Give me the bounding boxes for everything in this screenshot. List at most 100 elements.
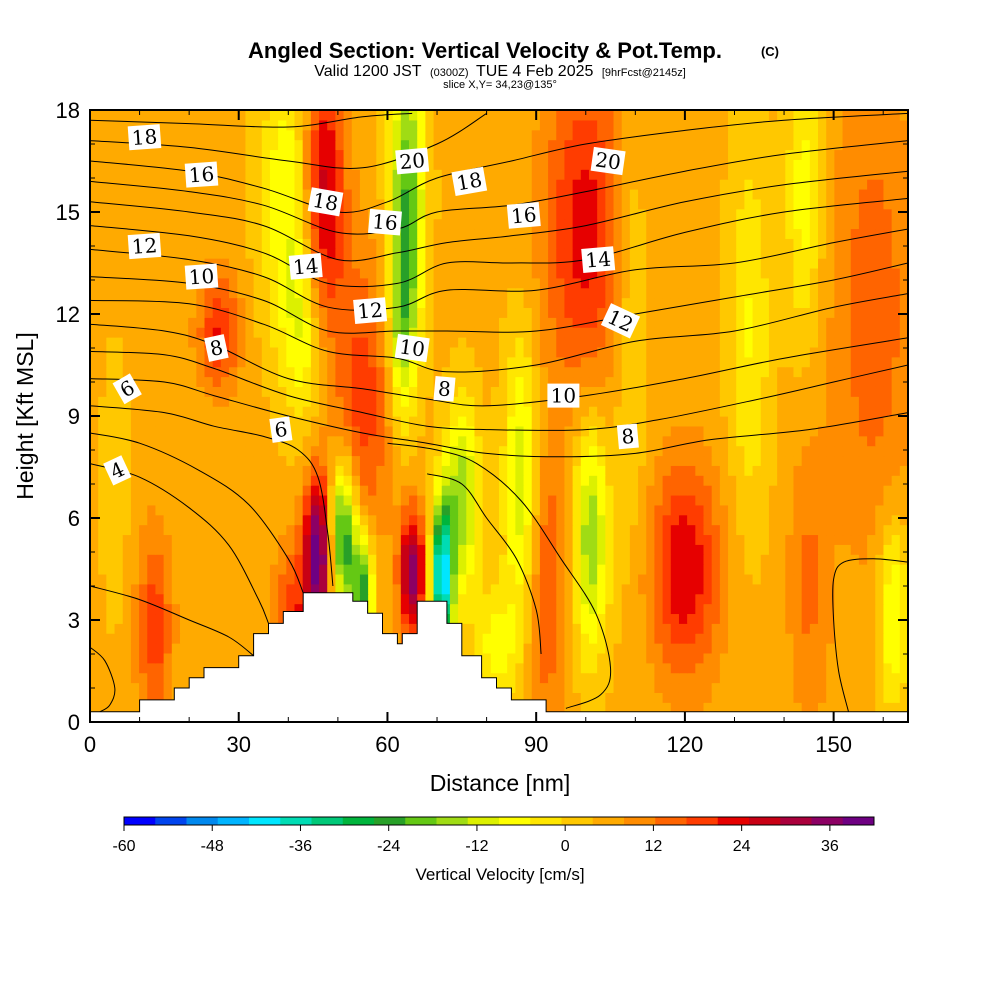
heat-cell: [98, 356, 107, 368]
heat-cell: [139, 445, 148, 457]
heat-cell: [548, 603, 557, 615]
heat-cell: [490, 366, 500, 378]
heat-cell: [687, 376, 696, 387]
heat-cell: [139, 386, 148, 397]
heat-cell: [768, 297, 778, 309]
heat-cell: [253, 603, 263, 615]
heat-cell: [818, 248, 827, 259]
heat-cell: [744, 307, 754, 318]
heat-cell: [531, 228, 541, 239]
heat-cell: [678, 396, 688, 407]
heat-cell: [572, 633, 582, 644]
heat-cell: [638, 544, 647, 555]
heat-cell: [867, 504, 876, 516]
heat-cell: [850, 623, 860, 634]
heat-cell: [564, 573, 574, 585]
heat-cell: [229, 534, 238, 545]
heat-cell: [752, 583, 762, 595]
heat-cell: [719, 554, 729, 565]
heat-cell: [891, 702, 901, 713]
heat-cell: [466, 248, 476, 259]
heat-cell: [163, 297, 173, 309]
heat-cell: [392, 524, 402, 536]
heat-cell: [777, 485, 786, 496]
heat-cell: [834, 633, 844, 644]
heat-cell: [768, 386, 778, 397]
heat-cell: [687, 337, 696, 348]
heat-cell: [875, 514, 885, 526]
heat-cell: [613, 564, 623, 575]
heat-cell: [621, 277, 631, 289]
heat-cell: [556, 238, 566, 249]
heat-cell: [736, 564, 745, 575]
heat-cell: [654, 406, 664, 417]
heat-cell: [196, 337, 206, 348]
heat-cell: [793, 643, 803, 654]
heat-cell: [171, 317, 181, 328]
heat-cell: [335, 386, 345, 397]
heat-cell: [302, 386, 312, 397]
heat-cell: [409, 277, 418, 289]
heat-cell: [580, 465, 590, 476]
heat-cell: [629, 445, 639, 457]
heat-cell: [646, 485, 656, 496]
heat-cell: [490, 465, 500, 476]
heat-cell: [229, 258, 238, 269]
heat-cell: [531, 386, 541, 397]
heat-cell: [130, 564, 140, 575]
heat-cell: [458, 475, 467, 486]
heat-cell: [474, 267, 484, 279]
heat-cell: [507, 652, 516, 664]
heat-cell: [163, 287, 173, 299]
heat-cell: [629, 465, 639, 476]
heat-cell: [482, 583, 492, 595]
heat-cell: [548, 652, 557, 664]
heat-cell: [834, 396, 844, 407]
heat-cell: [384, 465, 394, 476]
heat-cell: [785, 682, 795, 693]
heat-cell: [613, 366, 623, 378]
heat-cell: [368, 504, 377, 516]
heat-cell: [474, 406, 484, 417]
heat-cell: [891, 327, 901, 338]
heat-cell: [392, 593, 402, 605]
heat-cell: [106, 662, 116, 674]
heat-cell: [613, 662, 623, 674]
heat-cell: [507, 524, 516, 536]
heat-cell: [147, 573, 157, 585]
heat-cell: [425, 475, 435, 486]
heat-cell: [818, 524, 827, 536]
heat-cell: [171, 603, 181, 615]
heat-cell: [286, 455, 296, 466]
heat-cell: [499, 475, 508, 486]
heat-cell: [867, 327, 876, 338]
heat-cell: [376, 416, 386, 427]
heat-cell: [899, 435, 908, 447]
heat-cell: [474, 327, 484, 338]
heat-cell: [409, 564, 418, 575]
heat-cell: [809, 425, 819, 437]
heat-cell: [719, 455, 729, 466]
heat-cell: [499, 564, 508, 575]
heat-cell: [269, 317, 279, 328]
heat-cell: [433, 534, 443, 545]
heat-cell: [678, 465, 688, 476]
heat-cell: [850, 376, 860, 387]
heat-cell: [728, 416, 737, 427]
heat-cell: [122, 603, 132, 615]
heat-cell: [147, 258, 157, 269]
heat-cell: [752, 702, 762, 713]
heat-cell: [261, 603, 271, 615]
heat-cell: [834, 593, 844, 605]
heat-cell: [588, 643, 598, 654]
heat-cell: [490, 356, 500, 368]
heat-cell: [409, 623, 418, 634]
heat-cell: [433, 485, 443, 496]
heat-cell: [286, 534, 296, 545]
heat-cell: [196, 445, 206, 457]
heat-cell: [449, 445, 459, 457]
heat-cell: [842, 317, 852, 328]
heat-cell: [597, 534, 606, 545]
heat-cell: [867, 238, 876, 249]
heat-cell: [376, 554, 386, 565]
